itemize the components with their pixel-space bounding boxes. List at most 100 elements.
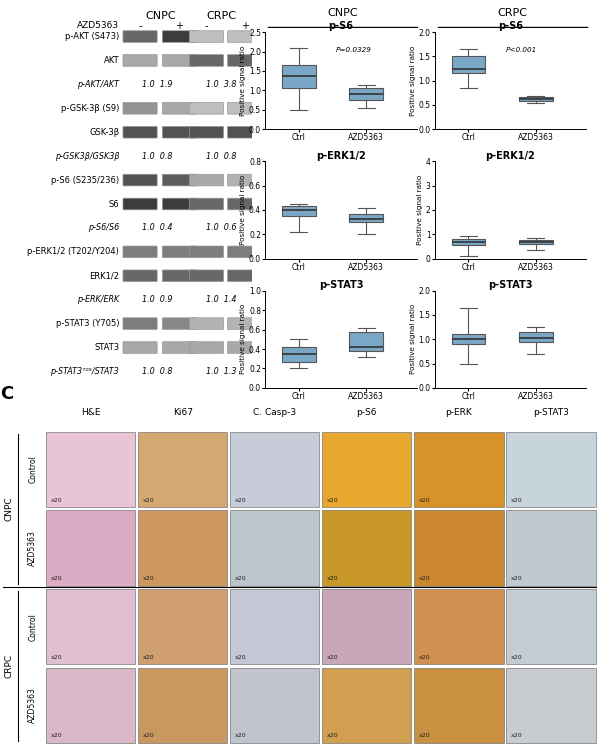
Text: Control: Control <box>28 456 37 483</box>
Bar <box>138 510 227 586</box>
Title: p-STAT3: p-STAT3 <box>488 280 533 290</box>
Text: -: - <box>205 21 208 31</box>
Text: B: B <box>252 0 266 4</box>
Text: x20: x20 <box>419 576 430 581</box>
Text: STAT3: STAT3 <box>94 343 119 352</box>
Text: 1.0  0.4: 1.0 0.4 <box>142 224 173 233</box>
Text: x20: x20 <box>419 655 430 660</box>
Text: Ki67: Ki67 <box>173 408 193 417</box>
Bar <box>46 668 135 743</box>
Text: 1.0  1.4: 1.0 1.4 <box>206 295 236 304</box>
FancyBboxPatch shape <box>227 102 262 114</box>
Text: x20: x20 <box>142 733 154 739</box>
Y-axis label: Positive signal ratio: Positive signal ratio <box>240 46 246 116</box>
FancyBboxPatch shape <box>163 31 197 43</box>
Text: x20: x20 <box>50 733 62 739</box>
Title: p-STAT3: p-STAT3 <box>319 280 363 290</box>
Text: p-AKT/AKT: p-AKT/AKT <box>77 80 119 89</box>
Text: CNPC: CNPC <box>328 8 358 18</box>
FancyBboxPatch shape <box>163 270 197 281</box>
PathPatch shape <box>519 239 553 244</box>
Text: 1.0  1.3: 1.0 1.3 <box>206 367 236 376</box>
Text: p-AKT (S473): p-AKT (S473) <box>65 32 119 41</box>
FancyBboxPatch shape <box>123 198 157 210</box>
Text: H&E: H&E <box>81 408 100 417</box>
Text: p-STAT3 (Y705): p-STAT3 (Y705) <box>56 319 119 328</box>
FancyBboxPatch shape <box>163 175 197 186</box>
PathPatch shape <box>452 239 485 245</box>
Text: x20: x20 <box>511 498 523 503</box>
FancyBboxPatch shape <box>123 102 157 114</box>
FancyBboxPatch shape <box>163 126 197 138</box>
Text: AZD5363: AZD5363 <box>28 530 37 566</box>
Text: 1.0  3.8: 1.0 3.8 <box>206 80 236 89</box>
Bar <box>322 510 412 586</box>
Text: x20: x20 <box>419 733 430 739</box>
Text: CNPC: CNPC <box>4 497 13 521</box>
FancyBboxPatch shape <box>227 54 262 66</box>
Bar <box>230 510 319 586</box>
Text: 1.0  0.8: 1.0 0.8 <box>142 151 173 160</box>
Text: +: + <box>241 21 248 31</box>
Title: p-ERK1/2: p-ERK1/2 <box>485 151 535 160</box>
Y-axis label: Positive signal ratio: Positive signal ratio <box>410 46 416 116</box>
FancyBboxPatch shape <box>123 246 157 257</box>
Text: x20: x20 <box>142 498 154 503</box>
Text: x20: x20 <box>326 498 338 503</box>
Text: x20: x20 <box>142 576 154 581</box>
Text: p-S6/S6: p-S6/S6 <box>88 224 119 233</box>
Text: p-GSK-3β (S9): p-GSK-3β (S9) <box>61 104 119 113</box>
FancyBboxPatch shape <box>227 318 262 330</box>
FancyBboxPatch shape <box>227 31 262 43</box>
Bar <box>46 432 135 507</box>
Bar <box>506 589 596 665</box>
Text: x20: x20 <box>50 655 62 660</box>
Text: p-S6 (S235/236): p-S6 (S235/236) <box>51 175 119 184</box>
FancyBboxPatch shape <box>163 198 197 210</box>
PathPatch shape <box>282 65 316 89</box>
PathPatch shape <box>349 89 383 100</box>
FancyBboxPatch shape <box>163 246 197 257</box>
FancyBboxPatch shape <box>190 175 224 186</box>
Text: S6: S6 <box>109 199 119 208</box>
Text: p-STAT3: p-STAT3 <box>533 408 569 417</box>
Text: 1.0  1.9: 1.0 1.9 <box>142 80 173 89</box>
Bar <box>322 589 412 665</box>
PathPatch shape <box>452 334 485 344</box>
FancyBboxPatch shape <box>227 342 262 354</box>
FancyBboxPatch shape <box>190 102 224 114</box>
Text: x20: x20 <box>235 498 246 503</box>
Bar <box>506 432 596 507</box>
Bar <box>506 510 596 586</box>
Text: x20: x20 <box>419 498 430 503</box>
Title: p-S6: p-S6 <box>498 22 523 31</box>
FancyBboxPatch shape <box>227 270 262 281</box>
Text: x20: x20 <box>235 576 246 581</box>
Text: x20: x20 <box>326 655 338 660</box>
Text: x20: x20 <box>50 498 62 503</box>
Title: p-ERK1/2: p-ERK1/2 <box>316 151 366 160</box>
FancyBboxPatch shape <box>227 198 262 210</box>
Bar <box>322 432 412 507</box>
Text: -: - <box>139 21 142 31</box>
Text: p-ERK: p-ERK <box>446 408 472 417</box>
Title: p-S6: p-S6 <box>328 22 353 31</box>
FancyBboxPatch shape <box>190 126 224 138</box>
FancyBboxPatch shape <box>163 318 197 330</box>
FancyBboxPatch shape <box>190 198 224 210</box>
FancyBboxPatch shape <box>123 31 157 43</box>
Text: AZD5363: AZD5363 <box>77 21 119 30</box>
FancyBboxPatch shape <box>123 175 157 186</box>
Text: x20: x20 <box>326 733 338 739</box>
Bar <box>414 432 503 507</box>
Bar <box>230 589 319 665</box>
Text: CRPC: CRPC <box>206 11 236 22</box>
Bar <box>230 432 319 507</box>
Bar <box>138 668 227 743</box>
Text: p-STAT3⁷⁰⁵/STAT3: p-STAT3⁷⁰⁵/STAT3 <box>50 367 119 376</box>
Text: 1.0  0.9: 1.0 0.9 <box>142 295 173 304</box>
FancyBboxPatch shape <box>190 270 224 281</box>
Text: x20: x20 <box>511 576 523 581</box>
Text: x20: x20 <box>142 655 154 660</box>
Text: Control: Control <box>28 612 37 641</box>
